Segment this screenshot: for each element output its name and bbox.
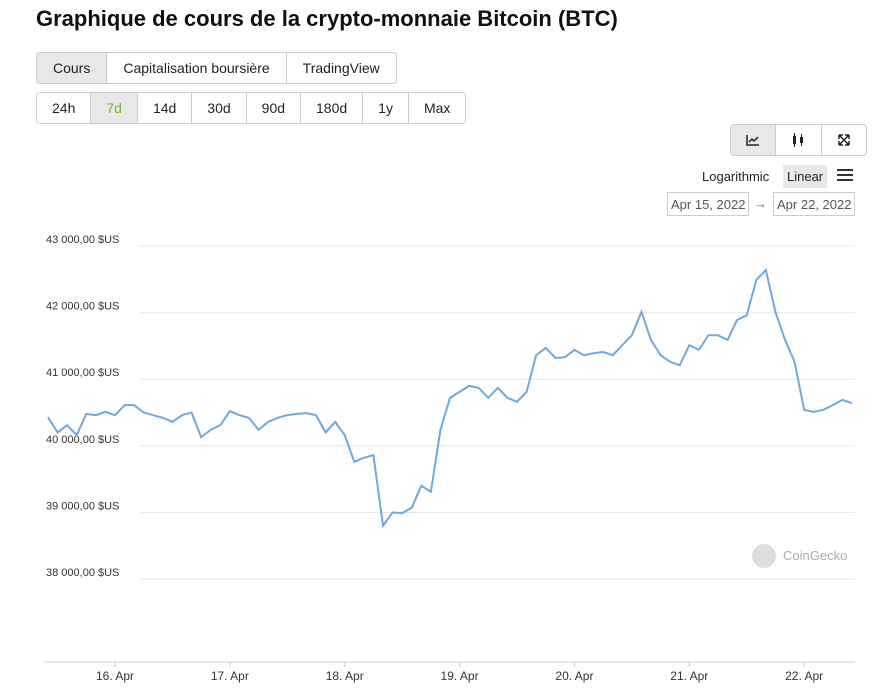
tab-group: Cours Capitalisation boursière TradingView: [36, 52, 397, 84]
y-tick-label: 38 000,00 $US: [46, 567, 119, 579]
y-tick-label: 43 000,00 $US: [46, 234, 119, 246]
range-button[interactable]: 30d: [192, 93, 247, 123]
y-tick-label: 39 000,00 $US: [46, 500, 119, 512]
menu-icon[interactable]: [837, 168, 853, 182]
watermark: CoinGecko: [752, 544, 847, 568]
date-to[interactable]: Apr 22, 2022: [773, 192, 856, 216]
y-tick-label: 41 000,00 $US: [46, 367, 119, 379]
range-button[interactable]: 1y: [363, 93, 409, 123]
y-tick-label: 42 000,00 $US: [46, 301, 119, 313]
scale-option[interactable]: Linear: [783, 165, 828, 188]
x-tick-label: 16. Apr: [96, 669, 134, 683]
range-button[interactable]: 14d: [138, 93, 193, 123]
candle-chart-button[interactable]: [776, 125, 822, 155]
arrow: →: [754, 196, 767, 211]
tab[interactable]: Capitalisation boursière: [107, 53, 287, 83]
tab[interactable]: TradingView: [302, 60, 380, 76]
range-button[interactable]: 90d: [247, 93, 302, 123]
x-tick-label: 18. Apr: [326, 669, 364, 683]
page-title: Graphique de cours de la crypto-monnaie …: [36, 6, 618, 31]
scale-option[interactable]: Logarithmic: [702, 169, 770, 184]
x-tick-label: 22. Apr: [785, 669, 823, 683]
range-button[interactable]: 24h: [37, 93, 92, 123]
range-button[interactable]: 180d: [301, 93, 364, 123]
range-button[interactable]: 7d: [91, 93, 138, 123]
tab[interactable]: Cours: [37, 53, 108, 83]
date-from[interactable]: Apr 15, 2022: [667, 192, 750, 216]
x-tick-label: 20. Apr: [555, 669, 593, 683]
watermark-text: CoinGecko: [783, 548, 847, 563]
range-group: 24h 7d 14d 30d 90d 180d 1y Max: [36, 92, 467, 124]
line-chart-button[interactable]: [731, 125, 777, 155]
range-button[interactable]: Max: [423, 100, 451, 116]
fullscreen-button[interactable]: [822, 125, 866, 155]
y-tick-label: 40 000,00 $US: [46, 434, 119, 446]
x-tick-label: 19. Apr: [441, 669, 479, 683]
chart-type-group: [730, 124, 867, 156]
x-tick-label: 21. Apr: [670, 669, 708, 683]
x-tick-label: 17. Apr: [211, 669, 249, 683]
price-line: [47, 267, 853, 529]
